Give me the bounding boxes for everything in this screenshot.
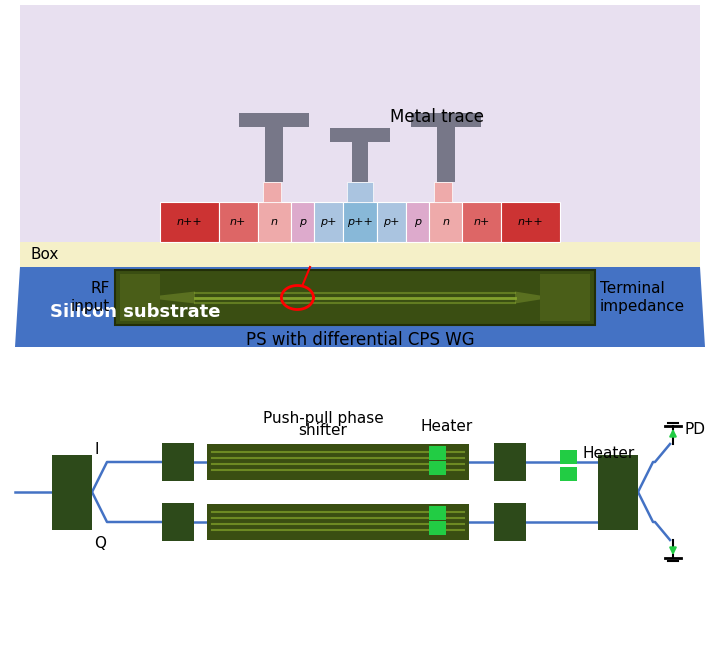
Polygon shape [160,292,195,304]
Bar [494,443,526,481]
Text: Heater: Heater [421,419,473,434]
Text: n+: n+ [230,217,246,227]
Text: p++: p++ [347,217,373,227]
Text: PD: PD [685,422,706,438]
Bar [314,202,343,242]
Bar [20,5,700,267]
Bar [434,182,452,202]
Bar [352,142,368,182]
Bar [406,202,429,242]
Bar [263,182,281,202]
Text: PS with differential CPS WG: PS with differential CPS WG [246,331,474,349]
Bar [598,455,638,530]
Bar [377,202,406,242]
Bar [115,270,595,325]
Text: p: p [414,217,421,227]
Polygon shape [15,267,705,347]
Bar [239,113,309,127]
Text: p+: p+ [320,217,337,227]
Text: shifter: shifter [299,423,348,438]
Bar [160,202,219,242]
Bar [428,446,446,460]
Bar [462,202,501,242]
Bar [162,443,194,481]
Bar [347,182,373,202]
Text: p+: p+ [383,217,400,227]
Bar [428,506,446,520]
Text: n++: n++ [518,217,544,227]
Bar [437,127,455,182]
Text: I: I [94,442,99,457]
Bar [494,503,526,541]
Bar [559,450,577,464]
Polygon shape [515,292,540,304]
Bar [540,274,590,321]
Text: Push-pull phase: Push-pull phase [263,411,383,426]
Bar [265,127,283,182]
Text: n+: n+ [474,217,490,227]
Text: n++: n++ [176,217,202,227]
Bar [429,202,462,242]
Text: Heater: Heater [583,447,635,461]
Text: n: n [271,217,278,227]
Bar [207,504,469,540]
Bar [501,202,560,242]
Text: Terminal
impedance: Terminal impedance [600,281,685,313]
Bar [219,202,258,242]
Text: p: p [299,217,306,227]
Bar [559,467,577,481]
Bar [162,503,194,541]
Bar [120,274,160,321]
Text: RF
input: RF input [71,281,110,313]
Bar [411,113,481,127]
Text: Q: Q [94,536,106,551]
Bar [291,202,314,242]
Bar [52,455,92,530]
Bar [330,128,390,142]
Text: Box: Box [30,247,58,262]
Bar [20,242,700,267]
Bar [258,202,291,242]
Bar [428,521,446,535]
Bar [343,202,377,242]
Bar [428,461,446,475]
Text: Silicon substrate: Silicon substrate [50,303,220,321]
Bar [207,444,469,480]
Text: n: n [442,217,449,227]
Text: Metal trace: Metal trace [390,108,484,126]
